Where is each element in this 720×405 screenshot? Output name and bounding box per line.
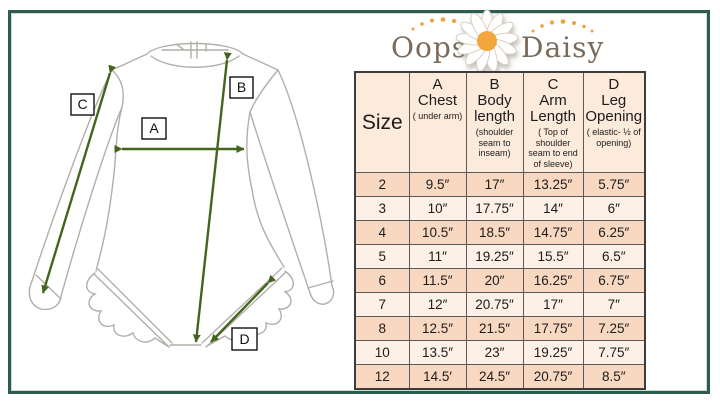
arrow-c-arm-length	[41, 64, 117, 294]
column-letter: B	[489, 76, 500, 93]
measurement-column-header: A Chest( under arm)	[408, 71, 467, 173]
column-note: ( under arm)	[412, 111, 463, 121]
table-row: 5 11″ 19.25″ 15.5″ 6.5″	[354, 243, 646, 269]
measurement-column-header: B Body length (shoulder seam to inseam)	[465, 71, 524, 173]
body-length-cell: 18.5″	[465, 219, 524, 245]
leg-opening-cell: 5.75″	[582, 171, 646, 197]
column-name: Chest	[417, 92, 458, 110]
size-table-body: 2 9.5″ 17″ 13.25″ 5.75″ 3 10″ 17.75″ 14″ 6″ 4 10.5″…	[354, 171, 646, 390]
size-cell: 6	[354, 267, 410, 293]
column-note: (shoulder seam to inseam)	[475, 126, 514, 159]
bodysuit-outline	[28, 41, 335, 348]
diagram-label-boxes: C A B D	[70, 76, 258, 351]
arm-length-cell: 14″	[522, 195, 584, 221]
column-letter: A	[432, 76, 443, 93]
chest-cell: 10″	[408, 195, 467, 221]
label-box-b: B	[229, 76, 254, 99]
arm-length-cell: 16.25″	[522, 267, 584, 293]
column-letter: C	[547, 76, 559, 93]
label-box-c: C	[70, 93, 95, 116]
column-name: Body length	[474, 92, 515, 125]
chest-cell: 12″	[408, 291, 467, 317]
size-cell: 7	[354, 291, 410, 317]
accent-dots-right	[531, 19, 594, 33]
size-cell: 12	[354, 363, 410, 390]
arm-length-cell: 17″	[522, 291, 584, 317]
page-border-frame	[8, 10, 710, 394]
size-cell: 8	[354, 315, 410, 341]
arm-length-cell: 15.5″	[522, 243, 584, 269]
label-box-a: A	[141, 117, 167, 140]
arm-length-cell: 20.75″	[522, 363, 584, 390]
size-cell: 4	[354, 219, 410, 245]
brand-word-daisy: Daisy	[521, 31, 604, 64]
size-chart-table: Size A Chest( under arm) B Body length (shou…	[354, 71, 646, 390]
size-cell: 5	[354, 243, 410, 269]
arrow-b-body-length	[192, 52, 232, 343]
arm-length-cell: 19.25″	[522, 339, 584, 365]
label-a: A	[149, 120, 159, 136]
label-b: B	[237, 79, 246, 95]
table-row: 12 14.5′ 24.5″ 20.75″ 8.5″	[354, 363, 646, 390]
chest-cell: 9.5″	[408, 171, 467, 197]
bodysuit-measurement-diagram: C A B D	[28, 41, 335, 351]
table-row: 8 12.5″ 21.5″ 17.75″ 7.25″	[354, 315, 646, 341]
leg-opening-cell: 6.75″	[582, 267, 646, 293]
label-c: C	[77, 96, 87, 112]
leg-opening-cell: 6.5″	[582, 243, 646, 269]
chest-cell: 14.5′	[408, 363, 467, 390]
size-cell: 10	[354, 339, 410, 365]
arm-length-cell: 17.75″	[522, 315, 584, 341]
leg-opening-cell: 7.75″	[582, 339, 646, 365]
measurement-arrows	[41, 52, 277, 343]
leg-opening-cell: 6″	[582, 195, 646, 221]
column-note: ( Top of shoulder seam to end of sleeve)	[528, 126, 578, 170]
table-row: 3 10″ 17.75″ 14″ 6″	[354, 195, 646, 221]
table-row: 7 12″ 20.75″ 17″ 7″	[354, 291, 646, 317]
measurement-column-header: C Arm Length( Top of shoulder seam to end…	[522, 71, 584, 173]
label-box-d: D	[231, 327, 258, 351]
leg-opening-cell: 7″	[582, 291, 646, 317]
arm-length-cell: 13.25″	[522, 171, 584, 197]
body-length-cell: 20″	[465, 267, 524, 293]
table-row: 2 9.5″ 17″ 13.25″ 5.75″	[354, 171, 646, 197]
chest-cell: 11″	[408, 243, 467, 269]
size-cell: 2	[354, 171, 410, 197]
chest-cell: 11.5″	[408, 267, 467, 293]
body-length-cell: 24.5″	[465, 363, 524, 390]
size-column-header: Size	[354, 71, 410, 173]
table-row: 6 11.5″ 20″ 16.25″ 6.75″	[354, 267, 646, 293]
body-length-cell: 20.75″	[465, 291, 524, 317]
leg-opening-cell: 8.5″	[582, 363, 646, 390]
measurement-column-header: D Leg Opening( elastic- ½ of opening)	[582, 71, 646, 173]
column-note: ( elastic- ½ of opening)	[586, 126, 641, 148]
body-length-cell: 17″	[465, 171, 524, 197]
table-row: 4 10.5″ 18.5″ 14.75″ 6.25″	[354, 219, 646, 245]
chest-cell: 12.5″	[408, 315, 467, 341]
brand-logo: Oopsie Daisy	[391, 9, 604, 72]
leg-opening-cell: 6.25″	[582, 219, 646, 245]
size-table: Size A Chest( under arm) B Body length (shou…	[354, 71, 646, 390]
arrow-d-leg-opening	[210, 274, 277, 343]
body-length-cell: 19.25″	[465, 243, 524, 269]
leg-opening-cell: 7.25″	[582, 315, 646, 341]
column-letter: D	[608, 76, 620, 93]
body-length-cell: 21.5″	[465, 315, 524, 341]
table-header-row: Size A Chest( under arm) B Body length (shou…	[354, 71, 646, 173]
column-name: Arm Length	[530, 92, 576, 125]
chest-cell: 13.5″	[408, 339, 467, 365]
table-row: 10 13.5″ 23″ 19.25″ 7.75″	[354, 339, 646, 365]
arm-length-cell: 14.75″	[522, 219, 584, 245]
column-name: Leg Opening	[585, 92, 643, 125]
daisy-flower-icon	[455, 9, 519, 72]
size-cell: 3	[354, 195, 410, 221]
body-length-cell: 23″	[465, 339, 524, 365]
label-d: D	[239, 331, 249, 347]
body-length-cell: 17.75″	[465, 195, 524, 221]
chest-cell: 10.5″	[408, 219, 467, 245]
